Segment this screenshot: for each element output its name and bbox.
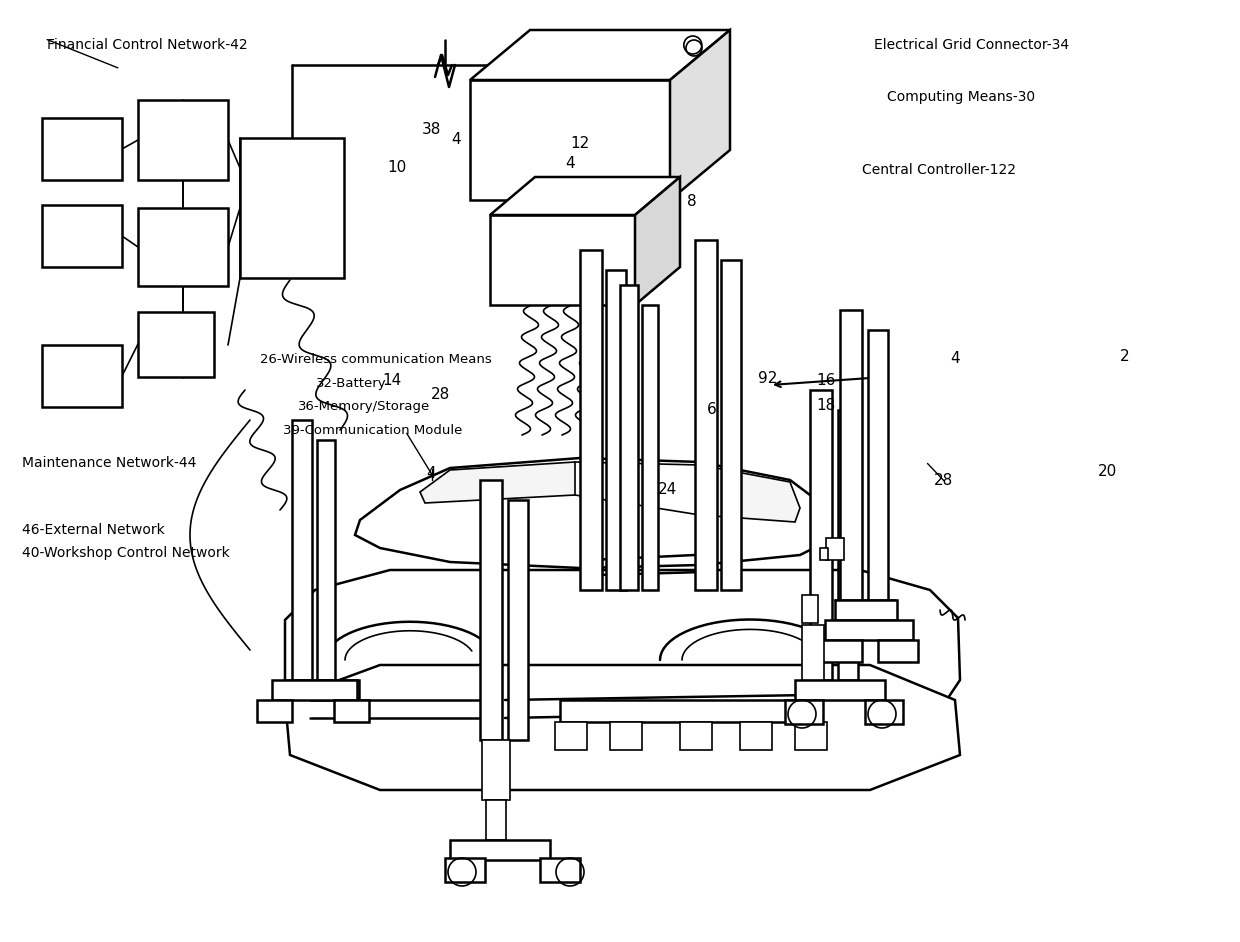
Text: 20: 20 — [1097, 463, 1117, 479]
Bar — [610, 722, 642, 750]
Bar — [642, 305, 658, 590]
Bar — [241, 138, 343, 278]
Text: 10: 10 — [387, 160, 407, 175]
Bar — [694, 240, 717, 590]
Text: 40-Workshop Control Network: 40-Workshop Control Network — [22, 546, 231, 560]
Text: Central Controller-122: Central Controller-122 — [862, 163, 1016, 176]
Bar — [539, 858, 580, 882]
Text: 8: 8 — [687, 194, 697, 209]
Bar — [866, 700, 903, 724]
Bar — [820, 548, 828, 560]
Text: 39-Communication Module: 39-Communication Module — [283, 424, 463, 437]
Bar — [272, 680, 357, 700]
Bar — [482, 740, 510, 800]
Bar — [878, 640, 918, 662]
Bar — [42, 345, 122, 407]
Bar — [720, 260, 742, 590]
Bar — [580, 250, 601, 590]
Text: 46-External Network: 46-External Network — [22, 524, 165, 537]
Text: 24: 24 — [657, 482, 677, 497]
Bar — [868, 330, 888, 600]
Bar — [490, 215, 635, 305]
Text: Computing Means-30: Computing Means-30 — [887, 90, 1034, 104]
Bar — [606, 270, 626, 590]
Bar — [810, 390, 832, 680]
Bar — [138, 208, 228, 286]
Bar — [138, 312, 215, 377]
Bar — [445, 858, 485, 882]
Polygon shape — [355, 458, 830, 568]
Text: Maintenance Network-44: Maintenance Network-44 — [22, 457, 197, 470]
Bar — [839, 310, 862, 600]
Polygon shape — [670, 30, 730, 200]
Text: 36-Memory/Storage: 36-Memory/Storage — [298, 400, 430, 414]
Text: Electrical Grid Connector-34: Electrical Grid Connector-34 — [874, 39, 1069, 52]
Polygon shape — [490, 177, 680, 215]
Text: 12: 12 — [570, 136, 590, 151]
Bar — [486, 800, 506, 840]
Polygon shape — [285, 570, 960, 740]
Bar — [802, 625, 825, 680]
Text: 28: 28 — [430, 387, 450, 402]
Bar — [480, 480, 502, 740]
Bar — [822, 640, 862, 662]
Text: 14: 14 — [382, 373, 402, 388]
Bar — [620, 285, 639, 590]
Text: 28: 28 — [934, 473, 954, 488]
Polygon shape — [420, 462, 575, 503]
Text: 92: 92 — [758, 371, 777, 386]
Text: Financial Control Network-42: Financial Control Network-42 — [47, 39, 248, 52]
Bar — [835, 600, 897, 620]
Polygon shape — [285, 665, 960, 790]
Bar — [560, 700, 800, 722]
Bar — [680, 722, 712, 750]
Text: 18: 18 — [816, 398, 836, 413]
Bar — [508, 500, 528, 740]
Text: 6: 6 — [707, 402, 717, 417]
Bar — [334, 700, 370, 722]
Bar — [138, 100, 228, 180]
Text: 16: 16 — [816, 373, 836, 388]
Bar — [317, 440, 335, 680]
Bar — [838, 410, 858, 680]
Text: 38: 38 — [422, 122, 441, 138]
Bar — [470, 80, 670, 200]
Polygon shape — [470, 30, 730, 80]
Bar — [825, 620, 913, 640]
Bar — [802, 595, 818, 623]
Text: 4: 4 — [451, 132, 461, 147]
Bar — [450, 840, 551, 860]
Text: 2: 2 — [1120, 349, 1130, 364]
Text: 4: 4 — [950, 351, 960, 366]
Text: 4: 4 — [427, 466, 436, 481]
Bar — [291, 420, 312, 680]
Bar — [740, 722, 773, 750]
Bar — [556, 722, 587, 750]
Bar — [826, 538, 844, 560]
Text: 32-Battery: 32-Battery — [316, 377, 387, 390]
Bar — [284, 680, 360, 698]
Bar — [257, 700, 291, 722]
Bar — [795, 680, 885, 700]
Bar — [795, 722, 827, 750]
Bar — [42, 205, 122, 267]
Polygon shape — [701, 465, 800, 522]
Text: 26-Wireless communication Means: 26-Wireless communication Means — [260, 353, 492, 366]
Bar — [785, 700, 823, 724]
Polygon shape — [635, 177, 680, 305]
Bar — [42, 118, 122, 180]
Text: 4: 4 — [565, 156, 575, 171]
